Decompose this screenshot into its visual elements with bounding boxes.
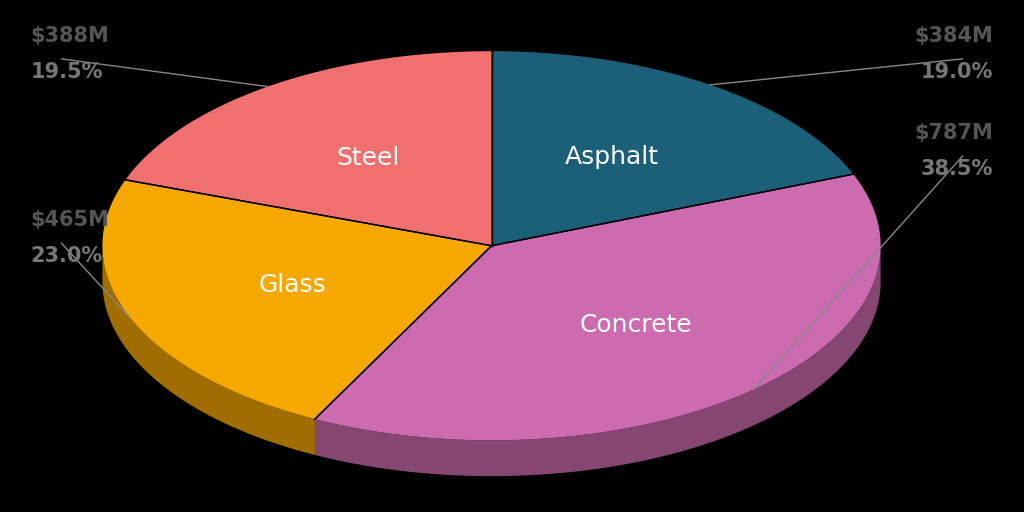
Text: $465M: $465M: [31, 210, 110, 230]
Text: $384M: $384M: [914, 26, 993, 46]
Polygon shape: [102, 243, 314, 455]
Polygon shape: [102, 180, 492, 419]
Text: 19.5%: 19.5%: [31, 62, 103, 82]
Text: 38.5%: 38.5%: [921, 159, 993, 179]
Text: $787M: $787M: [914, 123, 993, 143]
Text: Concrete: Concrete: [580, 313, 692, 337]
Polygon shape: [314, 243, 881, 476]
Text: 23.0%: 23.0%: [31, 246, 103, 266]
Text: 19.0%: 19.0%: [921, 62, 993, 82]
Text: Glass: Glass: [259, 273, 327, 297]
Polygon shape: [492, 51, 853, 246]
Polygon shape: [314, 174, 881, 440]
Text: Asphalt: Asphalt: [565, 145, 658, 169]
Text: $388M: $388M: [31, 26, 110, 46]
Text: Steel: Steel: [337, 146, 400, 170]
Polygon shape: [125, 51, 492, 246]
